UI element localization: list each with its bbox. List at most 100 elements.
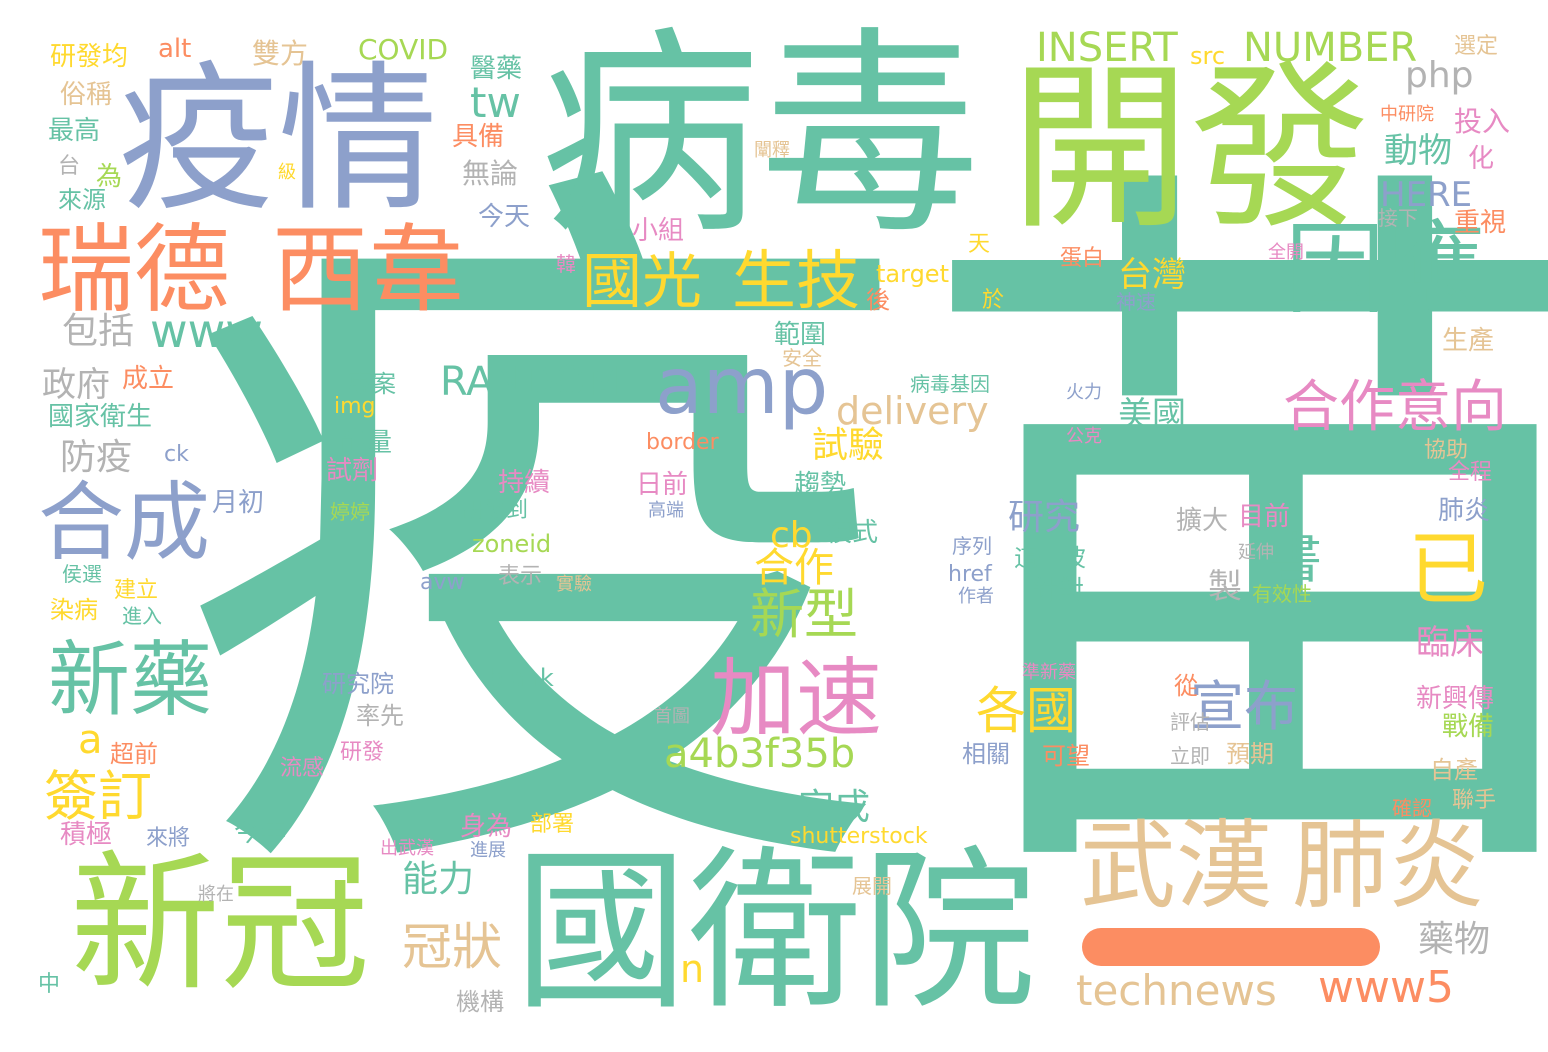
word-small: 積極 <box>60 820 113 850</box>
word-yinying: 因應 <box>1285 211 1485 328</box>
word-guoguang: 國光 <box>582 247 702 317</box>
word-small: 為 <box>96 162 123 192</box>
word-small: 化 <box>1468 144 1495 174</box>
word-wancheng: 完成 <box>798 787 871 828</box>
word-guanzhuang: 冠狀 <box>402 918 502 976</box>
word-small: 表示 <box>498 564 543 589</box>
word-small: 最高 <box>48 116 101 146</box>
word-small: 進展 <box>470 840 506 861</box>
word-delivery: delivery <box>836 389 989 433</box>
word-small: zoneid <box>472 530 552 558</box>
word-small: 研究院 <box>322 670 394 698</box>
word-small: 選定 <box>1454 34 1499 59</box>
word-small: 投入 <box>1454 105 1511 138</box>
word-small: 成立 <box>122 364 175 394</box>
word-xinyao: 新藥 <box>48 633 213 728</box>
word-small: COVID <box>358 33 449 66</box>
word-small: 可望 <box>1042 742 1090 770</box>
word-hecheng: 合成 <box>38 473 210 573</box>
word-taiwan: 台灣 <box>1118 255 1186 295</box>
word-small: 有效性 <box>1252 582 1312 606</box>
word-small: 評估 <box>1170 710 1210 734</box>
word-feiyan: 肺炎 <box>1292 810 1484 922</box>
word-small: avw <box>420 570 465 595</box>
word-small: 延伸 <box>1238 542 1274 563</box>
word-small: 製 <box>1208 567 1242 607</box>
word-small: 協助 <box>1424 438 1469 463</box>
word-small: 相關 <box>962 740 1010 768</box>
word-meiguo: 美國 <box>1118 395 1186 435</box>
word-small: 立即 <box>1170 744 1210 768</box>
word-baokuo: 包括 <box>62 311 135 352</box>
word-shengji: 生技 <box>732 245 860 319</box>
word-small: 蛋白 <box>1060 246 1105 271</box>
word-small: 後 <box>866 286 890 314</box>
word-small: 試劑 <box>326 456 379 486</box>
word-small: alt <box>158 34 192 64</box>
word-small: 國家衛生 <box>48 402 153 432</box>
word-small: 預期 <box>1226 740 1274 768</box>
word-cb: cb <box>770 515 813 556</box>
word-small: 染病 <box>50 596 98 624</box>
word-yanjiu: 研究 <box>1008 497 1081 538</box>
word-zhengfu: 政府 <box>42 365 110 405</box>
word-small: 來將 <box>146 826 191 851</box>
word-xinxing: 新型 <box>750 583 858 646</box>
word-small: 確認 <box>1392 796 1432 820</box>
word-small: 小組 <box>632 216 685 246</box>
word-small: 序列 <box>952 534 992 558</box>
word-small: 侯選 <box>62 562 102 586</box>
word-small: 聯手 <box>1452 788 1497 813</box>
word-small: 接下 <box>1378 206 1418 230</box>
word-xuanbu: 宣布 <box>1190 675 1298 738</box>
word-a4b3f35b: a4b3f35b <box>664 731 856 777</box>
word-qianding: 簽訂 <box>44 765 152 828</box>
word-geguo: 各國 <box>976 682 1076 740</box>
word-small: 機構 <box>456 988 504 1016</box>
word-dash <box>1082 928 1380 966</box>
word-bingdu: 病毒 <box>540 8 981 264</box>
word-linchuang: 臨床 <box>1416 623 1484 663</box>
word-small: 雙方 <box>252 37 309 70</box>
word-small: 作者 <box>958 586 994 607</box>
word-kaifa: 開發 <box>1010 45 1371 254</box>
word-guoweiyuan: 國衛院 <box>514 831 1037 1034</box>
word-small: 中 <box>38 972 61 997</box>
word-small: 神速 <box>1116 290 1156 314</box>
word-small: 今年 <box>234 818 287 848</box>
word-small: 高端 <box>648 500 684 521</box>
word-hezuo: 合作 <box>754 545 834 591</box>
word-small: 於 <box>982 288 1005 313</box>
word-small: 從 <box>1174 672 1198 700</box>
word-small: 具備 <box>452 122 505 152</box>
word-yiqing: 疫情 <box>118 46 439 233</box>
word-here: HERE <box>1380 175 1473 215</box>
word-ruide: 瑞德 <box>38 214 230 326</box>
word-hezuoyixiang: 合作意向 <box>1283 375 1507 440</box>
word-wuhan: 武漢 <box>1080 810 1272 922</box>
word-small: 身為 <box>460 812 513 842</box>
word-technews: technews <box>1076 966 1277 1015</box>
word-xinguan: 新冠 <box>70 838 371 1012</box>
word-small: 範圍 <box>774 320 827 350</box>
word-small: 部署 <box>530 812 575 837</box>
word-small: 重視 <box>1454 208 1507 238</box>
word-php: php <box>1405 55 1474 96</box>
word-small: 模式 <box>826 518 879 548</box>
word-small: 展開 <box>852 874 892 898</box>
word-small: 首圖 <box>654 706 690 727</box>
word-small: 天 <box>968 232 991 257</box>
word-xinxingchuan: 新興傳 <box>1416 684 1495 714</box>
word-random: RANDOM <box>440 359 621 405</box>
word-small: 今天 <box>478 202 531 232</box>
word-small: 率先 <box>356 702 404 730</box>
word-small: 將在 <box>198 884 234 905</box>
word-small: 能量 <box>340 428 393 458</box>
word-tw: tw <box>470 78 521 127</box>
word-small: 火力 <box>1066 382 1102 403</box>
word-small: 持續 <box>498 468 551 498</box>
word-small: 趨勢 <box>794 470 847 500</box>
word-small: src <box>1190 42 1226 70</box>
word-dongwu: 動物 <box>1384 131 1452 171</box>
word-yaowu: 藥物 <box>1418 919 1491 960</box>
